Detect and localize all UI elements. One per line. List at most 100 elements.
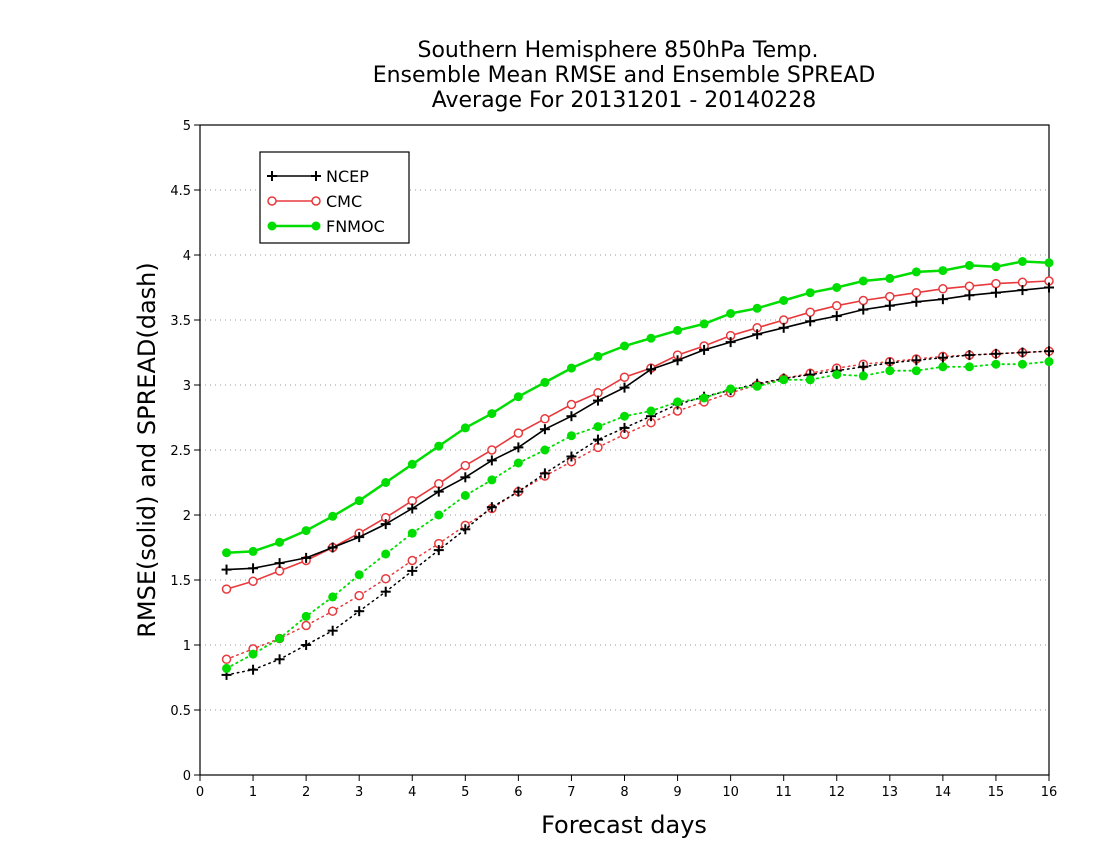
y-tick-label: 1 [183, 639, 191, 654]
series-ncep-rmse-point [725, 337, 736, 348]
series-ncep-rmse-point [990, 287, 1001, 298]
x-axis-label: Forecast days [541, 811, 707, 839]
series-cmc-spread-line [225, 350, 1050, 661]
series-fnmoc-spread-point [301, 611, 311, 621]
series-ncep-spread-point [460, 524, 471, 535]
title-line-2: Ensemble Mean RMSE and Ensemble SPREAD [373, 63, 876, 88]
y-tick-label: 0.5 [170, 704, 191, 719]
series-ncep-rmse-point [778, 322, 789, 333]
series-fnmoc-rmse-point [460, 423, 470, 433]
x-tick-label: 2 [302, 785, 310, 800]
series-ncep-spread-point [433, 545, 444, 556]
series-fnmoc-spread-point [566, 431, 576, 441]
series-ncep-rmse-point [672, 355, 683, 366]
series-fnmoc-rmse-point [779, 296, 789, 305]
y-tick-label: 1.5 [170, 574, 191, 589]
series-ncep-rmse-point [858, 304, 869, 315]
series-cmc-rmse-point [619, 372, 630, 382]
series-fnmoc-rmse-point [673, 325, 683, 335]
y-tick-label: 2 [183, 509, 191, 524]
series-fnmoc-rmse-point [487, 409, 497, 419]
series-fnmoc-spread-point [328, 592, 338, 602]
series-cmc-rmse-point [938, 284, 948, 294]
legend-marker [311, 221, 321, 231]
series-fnmoc-spread-point [593, 422, 603, 432]
series-ncep-rmse-point [221, 564, 232, 575]
series-cmc-rmse-point [540, 414, 550, 424]
series-cmc-spread-point [301, 620, 311, 631]
series-ncep-rmse-point [699, 344, 710, 355]
y-axis-ticks: 0 0.5 1 1.5 2 2.5 3 3.5 4 4.5 5 [170, 119, 200, 784]
series-ncep-spread-point [1044, 346, 1054, 357]
series-fnmoc-rmse-point [991, 262, 1001, 272]
series-ncep-rmse-point [646, 364, 657, 375]
series-fnmoc-rmse-point [593, 351, 603, 361]
legend-marker [311, 171, 321, 181]
series-ncep-rmse-point [752, 329, 763, 340]
legend-item-cmc: CMC [267, 192, 362, 211]
series-fnmoc-rmse-point [752, 303, 762, 313]
x-axis-ticks: 0 1 2 3 4 5 6 7 8 9 10 11 12 13 14 15 16 [196, 775, 1057, 800]
series-ncep-spread-point [539, 468, 550, 479]
x-tick-label: 12 [828, 785, 845, 800]
series-ncep-rmse-point [486, 455, 497, 466]
series-cmc-rmse-line [226, 280, 1050, 590]
series-ncep-rmse-point [301, 552, 312, 563]
title-line-3: Average For 20131201 - 20140228 [432, 88, 817, 113]
series-fnmoc-spread-point [938, 362, 948, 372]
series-fnmoc-rmse-point [726, 309, 736, 318]
series-ncep-rmse-point [805, 316, 816, 327]
series-ncep-spread-point [911, 355, 922, 366]
series-ncep-rmse-point [539, 424, 550, 435]
series-fnmoc-rmse-point [301, 526, 311, 536]
series-cmc-rmse-point [248, 576, 258, 587]
series-ncep-spread-point [566, 451, 577, 462]
series-cmc-rmse-point [513, 428, 524, 438]
series-fnmoc-spread-point [752, 381, 762, 391]
series-fnmoc-spread-point [1044, 357, 1054, 367]
series-cmc-spread-point [407, 555, 417, 566]
legend: NCEP CMC FNMOC [259, 151, 410, 244]
y-tick-label: 4 [183, 249, 191, 264]
series-fnmoc-rmse-point [248, 546, 258, 556]
series-cmc-spread-point [354, 590, 364, 601]
series-cmc [221, 276, 1054, 665]
series-fnmoc-spread-point [991, 359, 1001, 369]
x-tick-label: 7 [567, 785, 575, 800]
series-fnmoc-rmse-point [540, 377, 550, 387]
series-fnmoc-rmse-point [328, 511, 338, 521]
series-fnmoc-spread-point [381, 549, 391, 559]
series-ncep-rmse-point [460, 472, 471, 483]
series-ncep-spread-point [407, 565, 418, 576]
series-ncep-spread-point [486, 502, 497, 513]
y-tick-label: 4.5 [170, 184, 191, 199]
series-ncep-rmse-point [354, 532, 365, 543]
series-fnmoc-spread-point [620, 411, 629, 421]
series-fnmoc-rmse-point [805, 288, 815, 298]
series-cmc-rmse-point [434, 479, 444, 489]
series-ncep-rmse-point [380, 519, 391, 530]
legend-box [259, 151, 410, 244]
y-tick-label: 5 [183, 119, 191, 134]
series-cmc-spread-point [327, 606, 338, 616]
series-fnmoc-rmse-point [407, 459, 417, 469]
y-tick-label: 3.5 [170, 314, 191, 329]
legend-label-fnmoc: FNMOC [326, 217, 385, 236]
legend-label-cmc: CMC [326, 192, 362, 211]
series-ncep-rmse-point [964, 290, 975, 301]
series-ncep-spread-point [248, 664, 259, 675]
series-fnmoc-rmse-point [1044, 258, 1054, 268]
series-ncep-rmse-point [911, 296, 922, 307]
x-tick-label: 8 [620, 785, 628, 800]
series-fnmoc-rmse-point [620, 341, 629, 351]
legend-marker [311, 196, 321, 206]
x-tick-label: 5 [461, 785, 469, 800]
series-cmc-rmse-point [805, 307, 815, 317]
series-cmc-rmse-point [593, 388, 603, 398]
series-fnmoc-spread-point [673, 397, 683, 407]
series-ncep-rmse-point [884, 300, 895, 311]
title-line-1: Southern Hemisphere 850hPa Temp. [418, 38, 819, 63]
series-layer [221, 257, 1054, 680]
series-fnmoc-spread-point [540, 445, 550, 455]
